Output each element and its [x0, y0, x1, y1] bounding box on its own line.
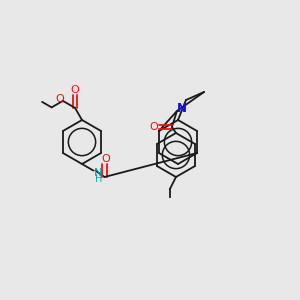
Text: N: N: [94, 169, 102, 178]
Text: H: H: [94, 175, 102, 184]
Text: N: N: [177, 103, 187, 116]
Text: O: O: [70, 85, 80, 95]
Text: O: O: [101, 154, 110, 164]
Text: O: O: [56, 94, 64, 104]
Text: O: O: [150, 122, 158, 132]
